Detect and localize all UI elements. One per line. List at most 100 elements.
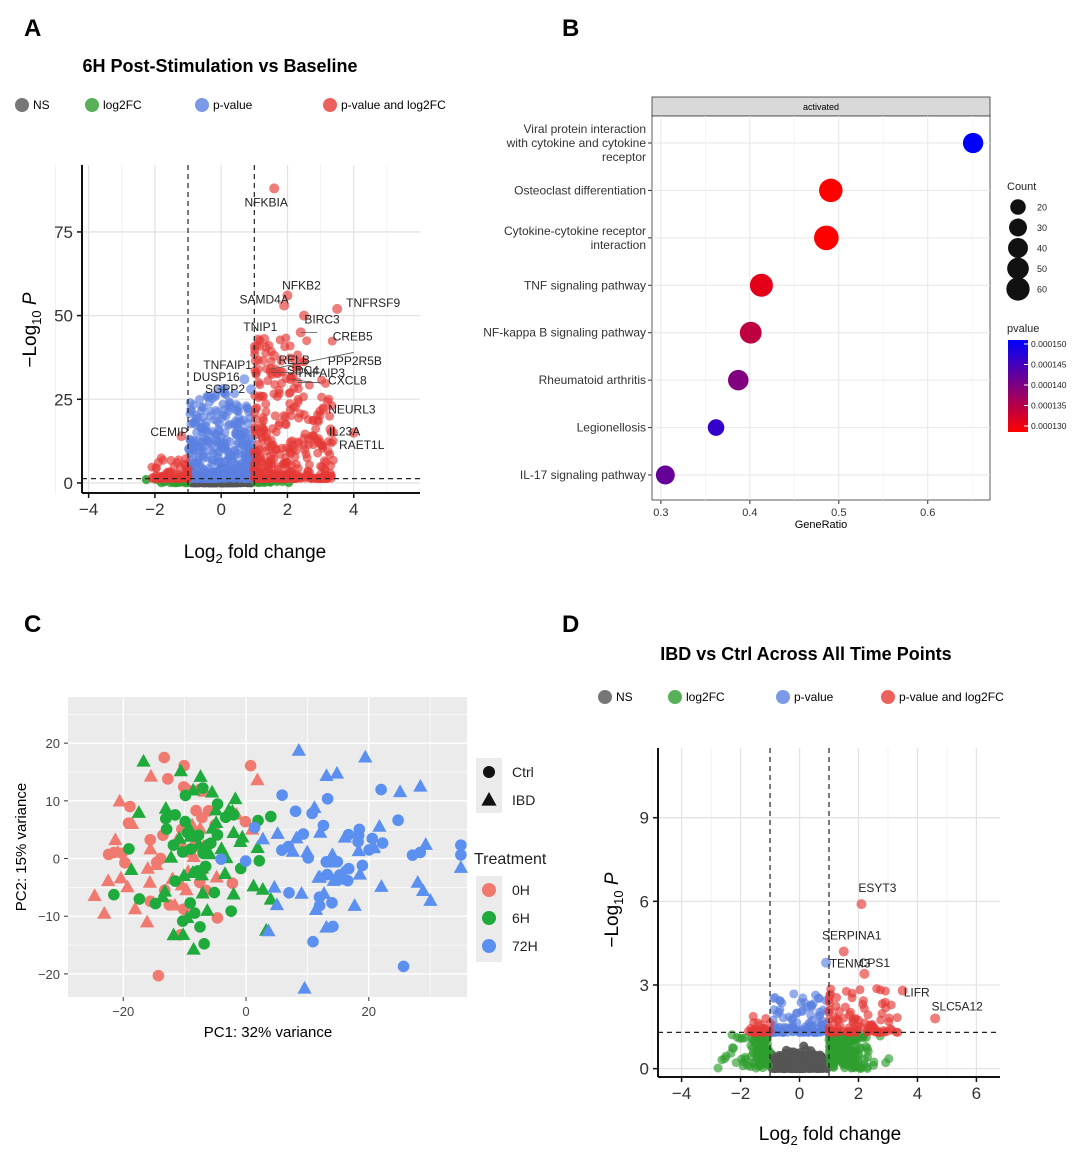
point-p-value	[224, 464, 234, 474]
legend-label-3: p-value and log2FC	[341, 98, 446, 112]
pca-point-ctrl-6h	[179, 789, 192, 802]
pca-point-ctrl-6h	[219, 811, 232, 824]
legend-label-1: log2FC	[103, 98, 142, 112]
point-p-value-and-log2FC	[250, 424, 260, 434]
pca-point-ibd-0h	[101, 873, 116, 887]
point-p-value-and-log2FC	[859, 968, 870, 979]
gene-label-cps1: CPS1	[859, 956, 891, 970]
point-p-value	[239, 374, 250, 385]
pca-point-ibd-72h	[374, 879, 389, 892]
pca-point-ibd-72h	[453, 860, 468, 873]
point-p-value-and-log2FC	[759, 1024, 769, 1034]
point-p-value	[814, 994, 824, 1004]
x-tick-label: 4	[913, 1084, 922, 1103]
point-p-value-and-log2FC	[279, 300, 290, 311]
panel-label-c: C	[24, 611, 41, 638]
y-tick-label: 9	[640, 809, 649, 828]
pca-point-ctrl-72h	[356, 859, 369, 872]
term-label-2: Cytokine-cytokine receptor	[504, 224, 646, 238]
point-p-value-and-log2FC	[261, 446, 271, 456]
point-p-value-and-log2FC	[280, 459, 290, 469]
pca-point-ctrl-0h	[162, 773, 174, 785]
term-dot-7	[655, 465, 675, 485]
pca-point-ibd-6h	[195, 885, 210, 899]
legend-swatch-0	[598, 690, 612, 704]
point-p-value-and-log2FC	[761, 1014, 771, 1023]
pca-point-ibd-72h	[352, 866, 368, 880]
pca-point-ibd-72h	[323, 854, 338, 868]
pca-point-ctrl-6h	[184, 897, 197, 909]
point-log2FC	[728, 1043, 738, 1053]
point-log2FC	[884, 1054, 894, 1064]
size-legend-dot-1	[1009, 218, 1027, 237]
pca-point-ibd-6h	[191, 837, 206, 850]
point-p-value-and-log2FC	[271, 427, 281, 437]
point-log2FC	[713, 1063, 723, 1073]
panel-c-pca: −20 0 20 −20 −10 0 10 20 PC1: 32% variance PC2:…	[13, 697, 547, 1041]
pca-point-ibd-0h	[110, 844, 125, 858]
point-p-value-and-log2FC	[829, 1012, 839, 1022]
pca-point-ctrl-6h	[169, 809, 181, 821]
legend-swatch-3	[881, 690, 895, 704]
pca-point-ibd-72h	[392, 784, 408, 798]
color-legend-label-6h: 6H	[512, 910, 530, 926]
gene-label-neurl3: NEURL3	[328, 402, 376, 416]
pca-point-ctrl-72h	[215, 853, 227, 865]
size-legend-dot-2	[1008, 238, 1028, 258]
panel-c-ylabel: PC2: 15% variance	[13, 783, 30, 911]
pca-point-ibd-72h	[347, 898, 362, 911]
pca-point-ibd-6h	[204, 784, 220, 798]
pca-point-ibd-72h	[312, 869, 327, 883]
x-tick-label: −4	[79, 500, 98, 519]
panel-d-axes: −4 −2 0 2 4 6 0 3 6 9	[640, 748, 1000, 1103]
gene-label-dusp16: DUSP16	[193, 370, 240, 384]
point-p-value-and-log2FC	[172, 458, 182, 468]
pca-point-ibd-0h	[139, 914, 155, 928]
term-label-7: IL-17 signaling pathway	[520, 468, 646, 482]
gene-label-slc5a12: SLC5A12	[931, 999, 983, 1013]
pca-point-ctrl-72h	[397, 960, 410, 973]
point-p-value-and-log2FC	[325, 449, 335, 459]
point-log2FC	[838, 1057, 848, 1067]
point-p-value-and-log2FC	[864, 1020, 874, 1030]
pca-point-ibd-0h	[143, 841, 158, 855]
point-p-value-and-log2FC	[313, 448, 323, 458]
pca-point-ctrl-72h	[352, 835, 364, 848]
pca-point-ctrl-6h	[159, 812, 172, 825]
point-p-value-and-log2FC	[863, 1010, 873, 1020]
pca-point-ibd-0h	[87, 888, 102, 902]
pca-point-ibd-6h	[200, 903, 215, 916]
pca-point-ctrl-6h	[253, 854, 266, 867]
gene-label-tnfrsf9: TNFRSF9	[346, 296, 400, 310]
pca-point-ctrl-6h	[211, 829, 224, 841]
size-legend-label-3: 50	[1037, 264, 1047, 274]
color-legend-label-1: 0.000145	[1031, 360, 1067, 370]
panel-b-points	[655, 132, 984, 485]
color-legend-label-0: 0.000150	[1031, 339, 1067, 349]
gene-label-tnfaip1: TNFAIP1	[203, 358, 252, 372]
gene-label-serpina1: SERPINA1	[822, 929, 882, 943]
pca-point-ctrl-0h	[239, 815, 252, 828]
gene-label-nfkb2: NFKB2	[282, 279, 321, 293]
pca-point-ibd-0h	[209, 869, 224, 883]
term-label-6: Legionellosis	[577, 421, 646, 435]
pca-point-ctrl-72h	[342, 862, 355, 875]
term-dot-4	[739, 321, 762, 344]
point-p-value	[221, 411, 231, 421]
point-p-value-and-log2FC	[275, 449, 285, 459]
pca-point-ibd-72h	[267, 879, 282, 893]
pca-point-ibd-0h	[250, 772, 265, 786]
point-p-value-and-log2FC	[258, 465, 268, 475]
pca-point-ctrl-72h	[327, 920, 339, 933]
term-label-4: NF-kappa B signaling pathway	[483, 326, 646, 340]
point-p-value-and-log2FC	[325, 424, 336, 435]
pca-point-ibd-72h	[337, 829, 352, 843]
gene-label-cemip: CEMIP	[150, 425, 188, 439]
pca-point-ctrl-0h	[211, 912, 224, 924]
pca-point-ctrl-0h	[226, 877, 239, 889]
point-p-value	[195, 394, 205, 404]
x-tick-label: 6	[972, 1084, 981, 1103]
term-label-0: receptor	[602, 150, 646, 164]
pca-point-ibd-0h	[128, 901, 143, 915]
